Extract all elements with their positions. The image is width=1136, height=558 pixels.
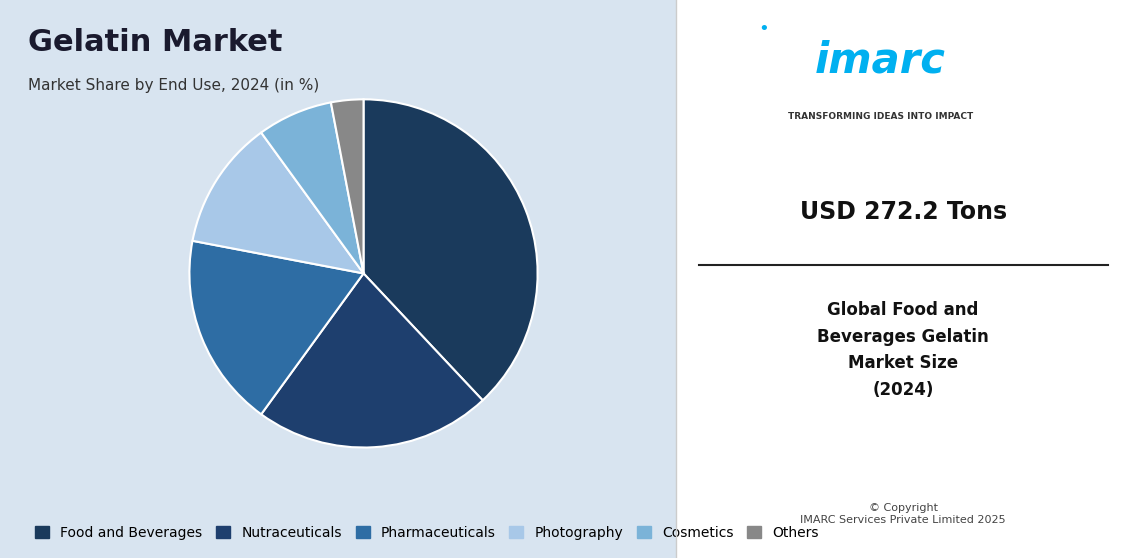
Text: USD 272.2 Tons: USD 272.2 Tons [800,200,1006,224]
Text: •: • [758,20,769,37]
Text: Market Share by End Use, 2024 (in %): Market Share by End Use, 2024 (in %) [28,78,319,93]
Text: Gelatin Market: Gelatin Market [28,28,283,57]
Text: imarc: imarc [815,39,946,81]
Wedge shape [364,99,537,400]
Wedge shape [190,241,364,414]
Wedge shape [261,103,364,273]
Legend: Food and Beverages, Nutraceuticals, Pharmaceuticals, Photography, Cosmetics, Oth: Food and Beverages, Nutraceuticals, Phar… [30,521,825,546]
Wedge shape [331,99,364,273]
Wedge shape [261,273,483,448]
Text: Global Food and
Beverages Gelatin
Market Size
(2024): Global Food and Beverages Gelatin Market… [817,301,989,398]
Wedge shape [192,133,364,273]
Text: TRANSFORMING IDEAS INTO IMPACT: TRANSFORMING IDEAS INTO IMPACT [787,112,974,121]
Text: © Copyright
IMARC Services Private Limited 2025: © Copyright IMARC Services Private Limit… [800,503,1006,525]
